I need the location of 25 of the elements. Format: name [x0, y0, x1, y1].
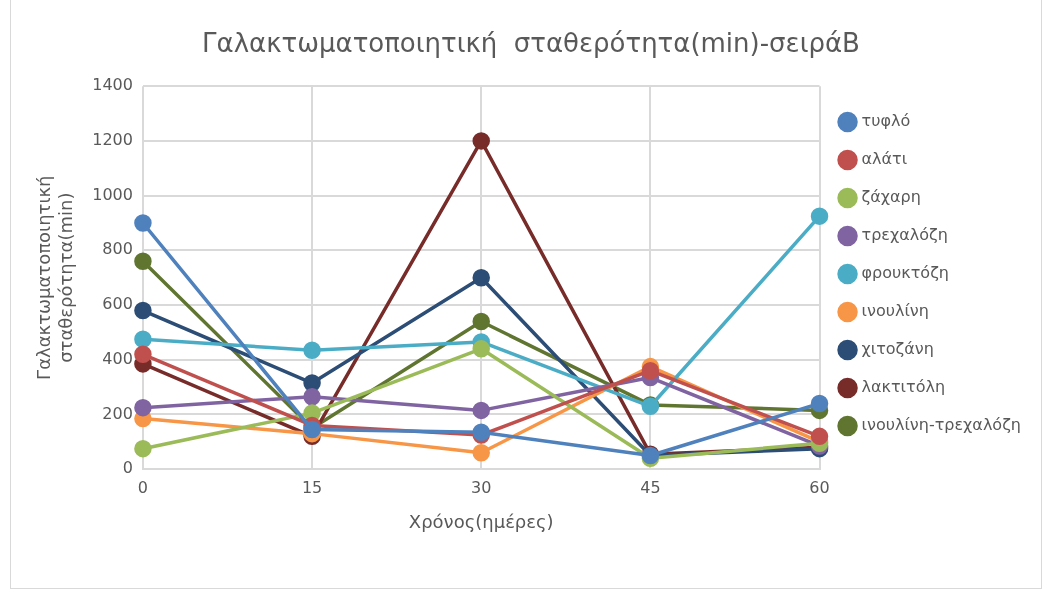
legend-label: χιτοζάνη	[861, 339, 934, 359]
y-tick-label: 1000	[92, 184, 133, 204]
legend-label: λακτιτόλη	[861, 377, 946, 397]
y-tick-label: 200	[102, 403, 133, 423]
x-tick-label: 0	[137, 477, 149, 497]
y-tick-label: 400	[102, 348, 133, 368]
y-tick-label: 800	[102, 239, 133, 259]
legend-label: ινουλίνη	[861, 301, 929, 321]
y-tick-label: 0	[122, 458, 133, 478]
y-axis-title: Γαλακτωματοποιητική σταθερότητα(min)	[33, 175, 77, 380]
y-tick-label: 1400	[92, 75, 133, 95]
legend-label: φρουκτόζη	[861, 263, 949, 283]
x-tick-label: 15	[301, 477, 323, 497]
chart-title: Γαλακτωματοποιητική σταθερότητα(min)-σειράΒ	[202, 28, 860, 59]
x-axis-title: Χρόνος(ημέρες)	[408, 510, 554, 532]
legend-label: ζάχαρη	[861, 187, 921, 207]
legend-label: τρεχαλόζη	[861, 225, 948, 245]
legend-label: τυφλό	[861, 111, 911, 131]
x-tick-label: 60	[809, 477, 830, 497]
y-tick-label: 600	[102, 294, 133, 314]
legend-label: αλάτι	[861, 149, 908, 169]
x-tick-label: 45	[640, 477, 661, 497]
y-tick-label: 1200	[92, 130, 133, 150]
x-tick-label: 30	[471, 477, 492, 497]
legend-label: ινουλίνη-τρεχαλόζη	[861, 415, 1022, 435]
